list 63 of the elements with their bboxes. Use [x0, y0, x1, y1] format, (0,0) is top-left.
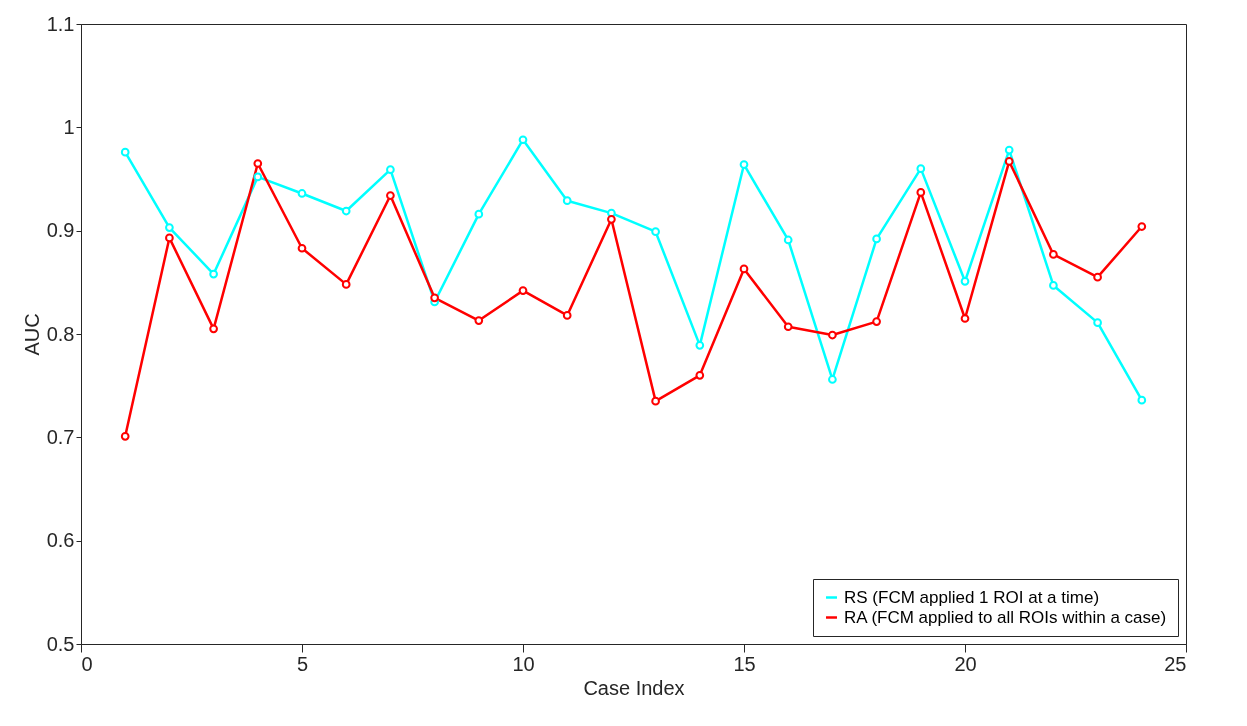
x-tick-label: 15	[733, 652, 756, 675]
point	[872, 234, 881, 244]
point	[120, 431, 130, 441]
y-tick-label: 0.6	[46, 529, 75, 552]
y-tick-label: 0.5	[46, 632, 75, 655]
point	[297, 243, 307, 253]
point	[651, 396, 660, 406]
y-axis-title: AUC	[20, 313, 43, 356]
x-tick-label: 5	[296, 652, 309, 675]
y-tick-label: 0.9	[46, 219, 75, 242]
y-tick-label: 0.8	[46, 322, 75, 345]
point	[916, 164, 926, 174]
point	[430, 293, 439, 303]
point	[695, 370, 705, 380]
point	[960, 314, 970, 323]
point	[165, 223, 174, 232]
point	[739, 160, 749, 169]
point	[783, 235, 793, 245]
point	[297, 189, 307, 198]
point	[783, 322, 793, 332]
point	[828, 375, 837, 384]
point	[1004, 157, 1014, 166]
x-tick-label: 0	[81, 652, 93, 675]
point	[386, 191, 395, 200]
point	[209, 324, 218, 334]
y-tick-label: 1.1	[46, 12, 75, 35]
point	[562, 196, 572, 206]
legend-label: RA (FCM applied to all ROIs within a case)	[844, 607, 1167, 627]
point	[518, 135, 528, 145]
point	[1093, 272, 1102, 282]
point	[474, 209, 484, 219]
x-tick-label: 20	[954, 652, 977, 675]
point	[165, 233, 174, 243]
point	[562, 311, 572, 320]
point	[739, 264, 749, 274]
point	[695, 341, 705, 350]
point	[253, 172, 263, 182]
point	[828, 330, 837, 340]
point	[474, 316, 484, 325]
point	[607, 214, 616, 224]
point	[1049, 250, 1058, 259]
point	[651, 227, 660, 237]
y-tick-label: 0.7	[46, 425, 75, 448]
point	[1093, 318, 1102, 327]
point	[341, 206, 351, 216]
point	[1004, 145, 1014, 155]
point	[518, 286, 528, 295]
point	[386, 165, 395, 175]
point	[1137, 222, 1147, 231]
point	[916, 188, 926, 197]
point	[872, 317, 881, 326]
point	[960, 276, 970, 286]
point	[209, 269, 218, 279]
point	[341, 280, 351, 289]
x-axis-title: Case Index	[583, 676, 685, 699]
legend-label: RS (FCM applied 1 ROI at a time)	[844, 587, 1100, 607]
x-tick-label: 25	[1164, 652, 1187, 675]
y-tick-label: 1	[63, 115, 75, 138]
point	[120, 147, 130, 157]
point	[253, 159, 263, 168]
x-tick-label: 10	[512, 652, 535, 675]
point	[1137, 395, 1147, 405]
point	[1049, 281, 1058, 290]
